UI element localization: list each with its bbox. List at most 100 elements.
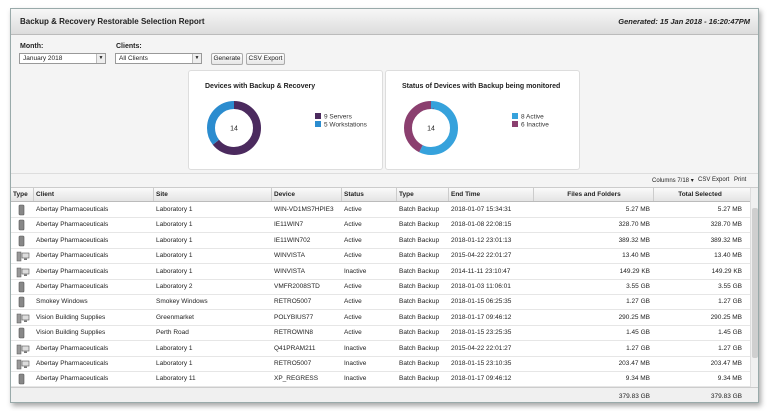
donut-center: 14 (230, 126, 238, 133)
table-cell: Abertay Pharmaceuticals (36, 252, 109, 260)
table-cell: Abertay Pharmaceuticals (36, 360, 109, 367)
server-icon (18, 235, 25, 247)
icon-shape (24, 274, 27, 276)
table-cell: Abertay Pharmaceuticals (36, 221, 109, 229)
table-cell: Active (344, 298, 362, 306)
header-bar: Backup & Recovery Restorable Selection R… (11, 9, 758, 35)
table-cell: Perth Road (156, 329, 189, 337)
column-header: Type (13, 191, 28, 198)
table-cell: Abertay Pharmaceuticals (36, 206, 109, 213)
table-cell: 3.55 GB (626, 283, 650, 290)
icon-shape (21, 314, 30, 321)
table-cell: RETRO5007 (274, 298, 312, 306)
icon-shape (16, 267, 22, 277)
table-cell: Laboratory 1 (156, 360, 193, 367)
table-cell: Q41PRAM211 (274, 344, 316, 352)
table-row: Abertay Pharmaceuticals Laboratory 1 Q41PR… (11, 341, 750, 357)
table-cell: Abertay Pharmaceuticals (36, 236, 109, 244)
table-cell: Laboratory 11 (156, 375, 196, 383)
table-cell: Inactive (344, 344, 367, 352)
table-cell: 3.55 GB (718, 283, 742, 290)
server-icon (18, 204, 25, 216)
month-value: January 2018 (23, 55, 63, 62)
icon-shape (24, 320, 27, 322)
table-cell: Batch Backup (399, 283, 440, 290)
total-cell: 379.83 GB (710, 393, 742, 400)
table-cell: Active (344, 329, 362, 337)
table-cell: 2018-01-17 09:46:12 (451, 313, 512, 321)
generate-button[interactable]: Generate (211, 53, 243, 65)
clients-select[interactable]: All Clients ▼ (115, 53, 202, 64)
icon-shape (21, 345, 30, 351)
table-cell: Active (344, 236, 362, 244)
workstation-icon (16, 344, 30, 354)
table-cell: 290.25 MB (710, 313, 742, 321)
table-row: Vision Building Supplies Perth Road RETROW… (11, 325, 750, 342)
csv-export-button[interactable]: CSV Export (246, 53, 285, 65)
table-cell: 2018-01-15 23:10:35 (451, 360, 512, 367)
table-cell: 149.29 KB (619, 267, 650, 275)
icon-shape (18, 327, 25, 339)
table-cell: 1.45 GB (626, 329, 650, 337)
table-cell: Abertay Pharmaceuticals (36, 267, 109, 275)
table-cell: 1.45 GB (718, 329, 742, 337)
table-cell: WIN-VD1MS7HPIE3 (274, 206, 334, 213)
print-link[interactable]: Print (734, 177, 747, 183)
month-label: Month: (20, 43, 44, 50)
donut-title: Status of Devices with Backup being moni… (402, 83, 561, 90)
report-window: Backup & Recovery Restorable Selection R… (10, 8, 759, 403)
table-cell: 13.40 MB (622, 252, 650, 260)
icon-shape (16, 313, 22, 324)
table-cell: Vision Building Supplies (36, 313, 106, 321)
table-cell: Smokey Windows (36, 298, 88, 306)
table-cell: Batch Backup (399, 375, 440, 383)
table-cell: WINVISTA (274, 252, 305, 260)
table-row: Abertay Pharmaceuticals Laboratory 1 IE11W… (11, 217, 750, 234)
month-select[interactable]: January 2018 ▼ (19, 53, 106, 64)
table-cell: Batch Backup (399, 267, 440, 275)
workstation-icon (16, 359, 30, 370)
icon-shape (24, 258, 27, 261)
scroll-thumb[interactable] (752, 208, 758, 358)
table-cell: Inactive (344, 267, 367, 275)
report-title: Backup & Recovery Restorable Selection R… (20, 17, 205, 26)
table-cell: 9.34 MB (625, 375, 650, 383)
donut-panel: Devices with Backup & Recovery 9 Servers 5… (188, 70, 383, 170)
server-icon (18, 374, 25, 385)
table-cell: 203.47 MB (618, 360, 650, 367)
icon-shape (16, 359, 22, 370)
table-cell: 2018-01-03 11:06:01 (451, 283, 511, 290)
table-row: Abertay Pharmaceuticals Laboratory 1 WINVI… (11, 264, 750, 280)
table-header: Type Client Site Device Status Type End Time Fi… (11, 188, 750, 202)
table-cell: 2018-01-08 22:08:15 (451, 221, 512, 229)
table-cell: 328.70 MB (618, 221, 650, 229)
table-cell: 13.40 MB (714, 252, 742, 260)
dropdown-arrow: ▼ (96, 54, 105, 63)
table-cell: 2018-01-15 23:25:35 (451, 329, 512, 337)
table-cell: 1.27 GB (718, 344, 742, 352)
donut-title: Devices with Backup & Recovery (205, 83, 316, 90)
table-row: Abertay Pharmaceuticals Laboratory 2 VMFR2… (11, 279, 750, 295)
table-cell: 5.27 MB (717, 206, 742, 213)
csv-export-link[interactable]: CSV Export (698, 177, 730, 183)
table-cell: Inactive (344, 375, 367, 383)
table-cell: 389.32 MB (618, 236, 650, 244)
table-cell: Batch Backup (399, 221, 440, 229)
table-cell: Batch Backup (399, 360, 440, 367)
table-row: Abertay Pharmaceuticals Laboratory 1 IE11W… (11, 233, 750, 249)
icon-shape (18, 374, 25, 385)
table-cell: POLYBIUS77 (274, 313, 314, 321)
table-cell: RETRO5007 (274, 360, 312, 367)
table-cell: 1.27 GB (718, 298, 742, 306)
legend-label: 5 Workstations (324, 122, 368, 129)
table-cell: Batch Backup (399, 329, 440, 337)
workstation-icon (16, 251, 30, 262)
scrollbar[interactable] (750, 188, 758, 387)
column-header: Files and Folders (567, 191, 621, 198)
legend-swatch (315, 121, 321, 127)
columns-menu[interactable]: Columns 7/18 ▾ (652, 178, 694, 184)
table-cell: Batch Backup (399, 344, 440, 352)
